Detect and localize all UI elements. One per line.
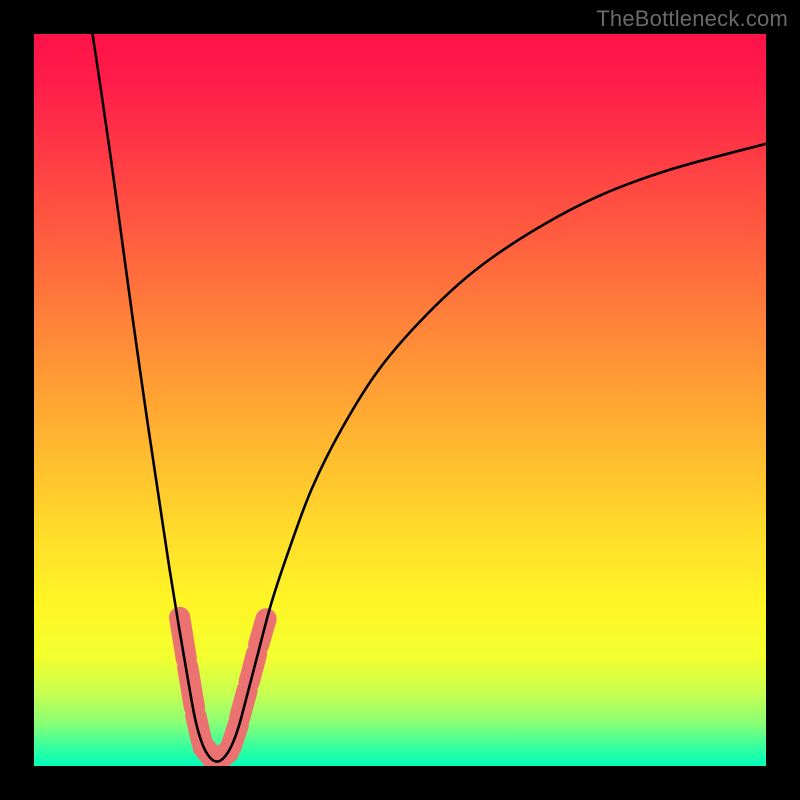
plot-area — [34, 34, 766, 766]
source-watermark: TheBottleneck.com — [596, 6, 788, 32]
bottleneck-chart-svg — [34, 34, 766, 766]
chart-frame: TheBottleneck.com — [0, 0, 800, 800]
